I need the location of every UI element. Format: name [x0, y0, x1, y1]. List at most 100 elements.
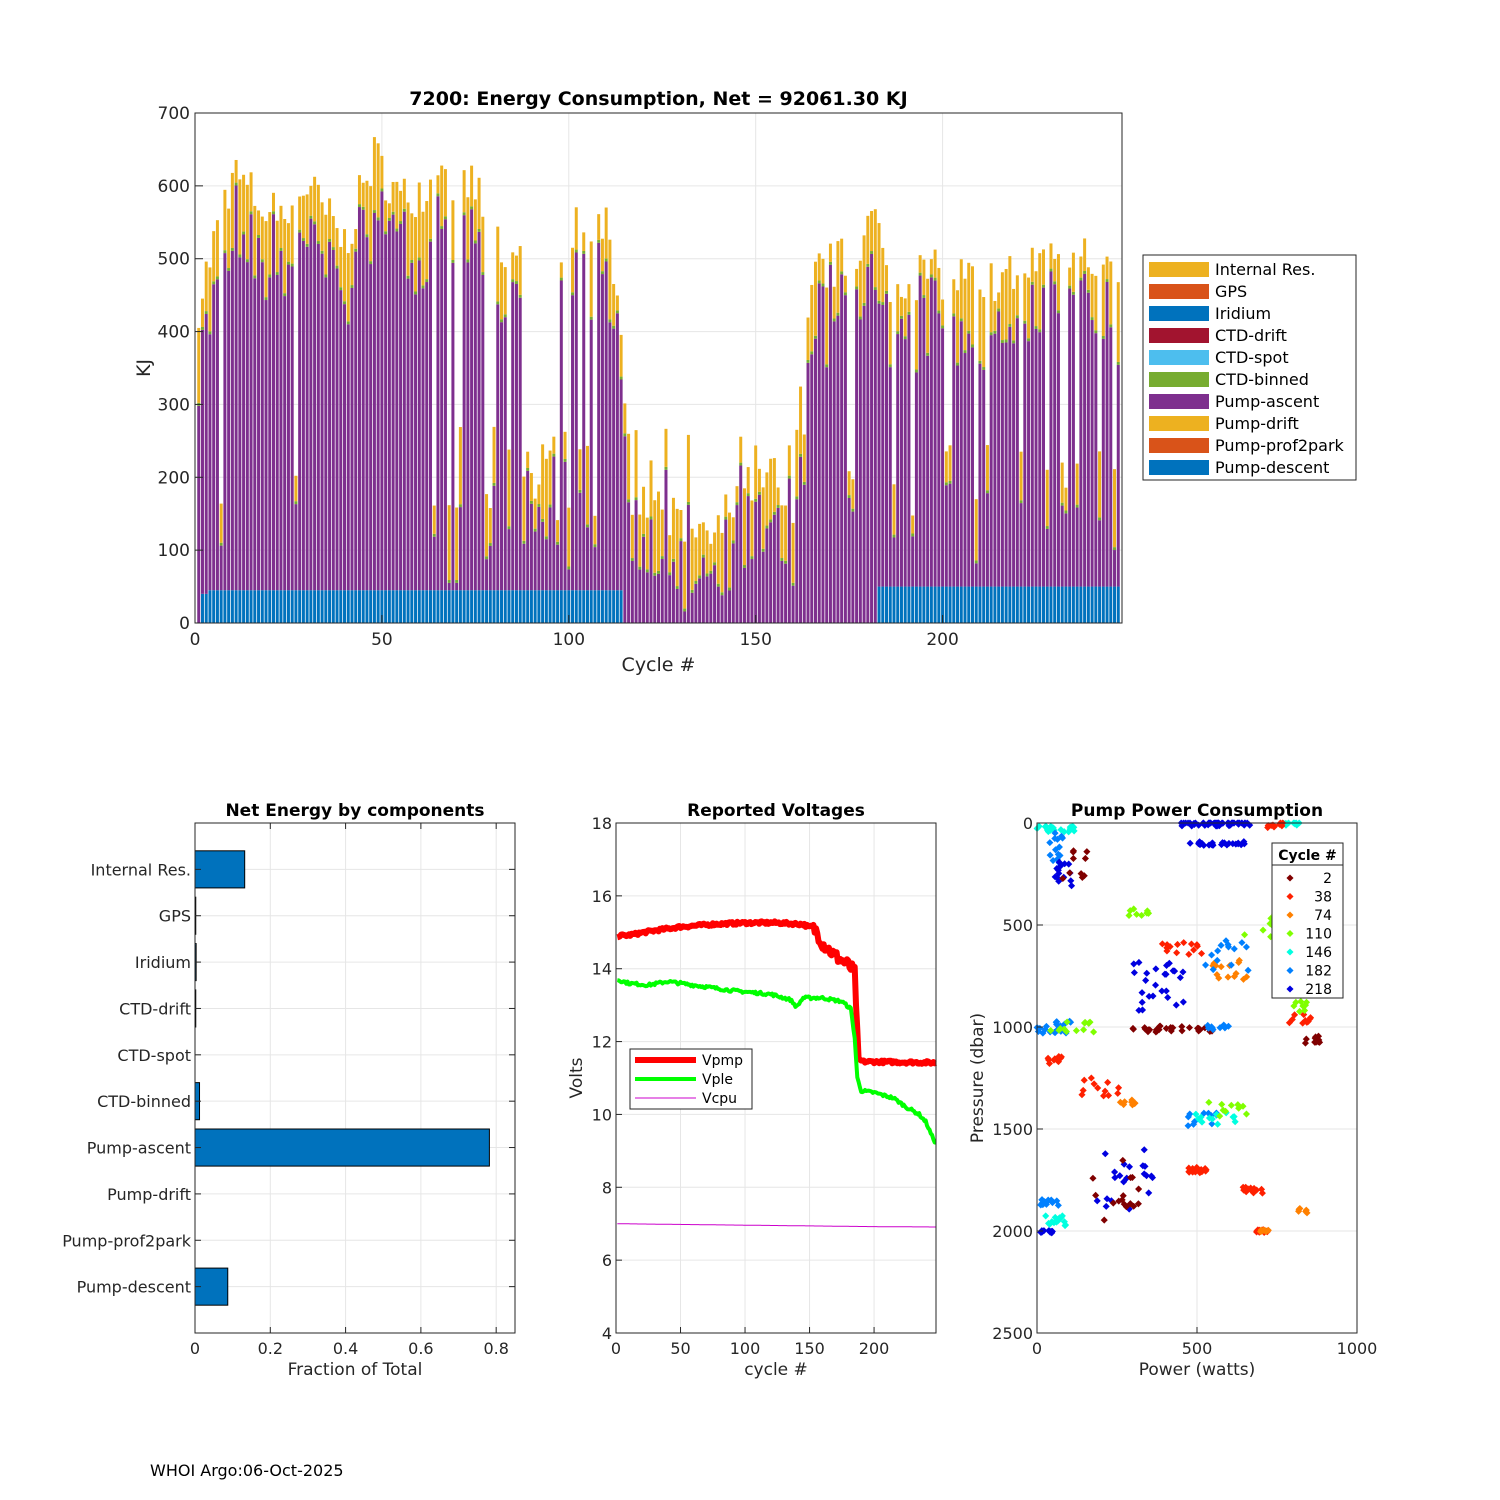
- bar-internal-res-cycle-177: [855, 268, 859, 287]
- bar-pump-ascent-cycle-120: [642, 536, 646, 623]
- bar-pump-ascent-cycle-10: [230, 250, 234, 591]
- bar-ctd-binned-cycle-9: [227, 268, 231, 271]
- bar-pump-ascent-cycle-17: [257, 237, 261, 591]
- bar-ctd-binned-cycle-134: [694, 581, 698, 584]
- bar-internal-res-cycle-114: [619, 334, 623, 377]
- bar-pump-ascent-cycle-140: [716, 586, 720, 623]
- energy-ylabel: KJ: [133, 359, 155, 377]
- bar-pump-ascent-cycle-87: [518, 297, 522, 591]
- bar-pump-descent-cycle-211: [982, 586, 986, 623]
- bar-internal-res-cycle-189: [899, 296, 903, 316]
- bar-pump-descent-cycle-7: [219, 590, 223, 623]
- energy-ytick-label: 600: [158, 177, 190, 197]
- voltage-ytick-label: 10: [592, 1105, 612, 1124]
- bar-pump-descent-cycle-45: [361, 590, 365, 623]
- bar-ctd-binned-cycle-47: [369, 261, 373, 265]
- bar-pump-descent-cycle-40: [343, 590, 347, 623]
- bar-pump-descent-cycle-188: [896, 586, 900, 623]
- bar-ctd-binned-cycle-64: [432, 533, 436, 537]
- bar-internal-res-cycle-146: [739, 436, 743, 463]
- bar-ctd-binned-cycle-49: [376, 217, 380, 221]
- bar-pump-descent-cycle-57: [406, 590, 410, 623]
- bar-internal-res-cycle-62: [425, 201, 429, 280]
- bar-pump-ascent-cycle-182: [873, 289, 877, 623]
- bar-internal-res-cycle-152: [761, 487, 765, 549]
- bar-pump-ascent-cycle-170: [828, 264, 832, 623]
- bar-pump-ascent-cycle-201: [944, 485, 948, 587]
- bar-internal-res-cycle-63: [428, 179, 432, 239]
- bar-pump-descent-cycle-199: [937, 586, 941, 623]
- pump-legend-label: 218: [1305, 982, 1332, 998]
- bar-internal-res-cycle-131: [683, 541, 687, 609]
- bar-ctd-binned-cycle-123: [653, 572, 657, 576]
- component-label: GPS: [159, 907, 191, 926]
- bar-pump-descent-cycle-33: [316, 590, 320, 623]
- bar-internal-res-cycle-142: [724, 494, 728, 517]
- bar-pump-ascent-cycle-171: [832, 321, 836, 623]
- bar-internal-res-cycle-84: [507, 449, 511, 527]
- bar-ctd-binned-cycle-214: [993, 330, 997, 334]
- bar-ctd-binned-cycle-244: [1105, 279, 1109, 282]
- bar-pump-ascent-cycle-74: [470, 209, 474, 591]
- bar-pump-ascent-cycle-162: [799, 456, 803, 623]
- energy-xlabel: Cycle #: [622, 654, 696, 676]
- bar-pump-ascent-cycle-58: [410, 262, 414, 591]
- bar-pump-ascent-cycle-104: [582, 253, 586, 591]
- component-label: Iridium: [135, 953, 191, 972]
- bar-internal-res-cycle-225: [1034, 271, 1038, 327]
- pump-ytick-label: 2000: [992, 1222, 1033, 1241]
- bar-ctd-binned-cycle-119: [638, 566, 642, 570]
- bar-pump-descent-cycle-218: [1008, 586, 1012, 623]
- bar-pump-ascent-cycle-134: [694, 583, 698, 623]
- bar-pump-ascent-cycle-82: [500, 322, 504, 591]
- bar-pump-descent-cycle-203: [952, 586, 956, 623]
- bar-internal-res-cycle-210: [978, 289, 982, 361]
- bar-internal-res-cycle-57: [406, 202, 410, 276]
- bar-pump-ascent-cycle-106: [589, 319, 593, 591]
- bar-pump-ascent-cycle-148: [746, 496, 750, 623]
- energy-ytick-label: 700: [158, 104, 190, 124]
- bar-ctd-binned-cycle-234: [1068, 285, 1072, 289]
- bar-ctd-binned-cycle-102: [574, 249, 578, 253]
- bar-pump-descent-cycle-42: [350, 590, 354, 623]
- bar-pump-ascent-cycle-64: [432, 536, 436, 591]
- energy-axes-frame: [194, 112, 1123, 624]
- bar-pump-ascent-cycle-96: [552, 456, 556, 591]
- bar-internal-res-cycle-240: [1090, 273, 1094, 318]
- bar-pump-descent-cycle-106: [589, 590, 593, 623]
- bar-pump-ascent-cycle-241: [1094, 333, 1098, 587]
- bar-ctd-binned-cycle-237: [1079, 277, 1083, 281]
- bar-internal-res-cycle-54: [395, 181, 399, 229]
- bar-pump-ascent-cycle-232: [1060, 505, 1064, 587]
- bar-pump-descent-cycle-210: [978, 586, 982, 623]
- bar-pump-descent-cycle-97: [556, 590, 560, 623]
- bar-internal-res-cycle-159: [787, 445, 791, 476]
- bar-pump-descent-cycle-187: [892, 586, 896, 623]
- bar-pump-ascent-cycle-229: [1049, 271, 1053, 587]
- bar-pump-descent-cycle-91: [533, 590, 537, 623]
- bar-internal-res-cycle-56: [402, 178, 406, 209]
- bar-internal-res-cycle-98: [559, 262, 563, 278]
- bar-internal-res-cycle-242: [1098, 451, 1102, 518]
- bar-internal-res-cycle-132: [686, 434, 690, 502]
- bar-pump-descent-cycle-112: [612, 590, 616, 623]
- bar-pump-ascent-cycle-78: [485, 559, 489, 591]
- pump-xtick-label: 1000: [1337, 1339, 1378, 1358]
- bar-ctd-binned-cycle-118: [634, 497, 638, 501]
- bar-pump-descent-cycle-77: [481, 590, 485, 623]
- bar-pump-ascent-cycle-147: [742, 567, 746, 623]
- bar-ctd-binned-cycle-10: [230, 247, 234, 251]
- bar-pump-descent-cycle-25: [286, 590, 290, 623]
- bar-pump-ascent-cycle-167: [817, 283, 821, 623]
- voltage-axes-frame: [615, 822, 937, 1334]
- bar-ctd-binned-cycle-230: [1053, 281, 1057, 285]
- bar-internal-res-cycle-75: [473, 199, 477, 241]
- bar-ctd-binned-cycle-211: [982, 367, 986, 370]
- bar-internal-res-cycle-234: [1068, 267, 1072, 286]
- pump-legend-label: 74: [1314, 908, 1332, 924]
- bar-ctd-binned-cycle-213: [989, 332, 993, 336]
- bar-pump-descent-cycle-62: [425, 590, 429, 623]
- bar-pump-ascent-cycle-211: [982, 369, 986, 587]
- bar-pump-ascent-cycle-202: [948, 483, 952, 587]
- bar-pump-descent-cycle-107: [593, 590, 597, 623]
